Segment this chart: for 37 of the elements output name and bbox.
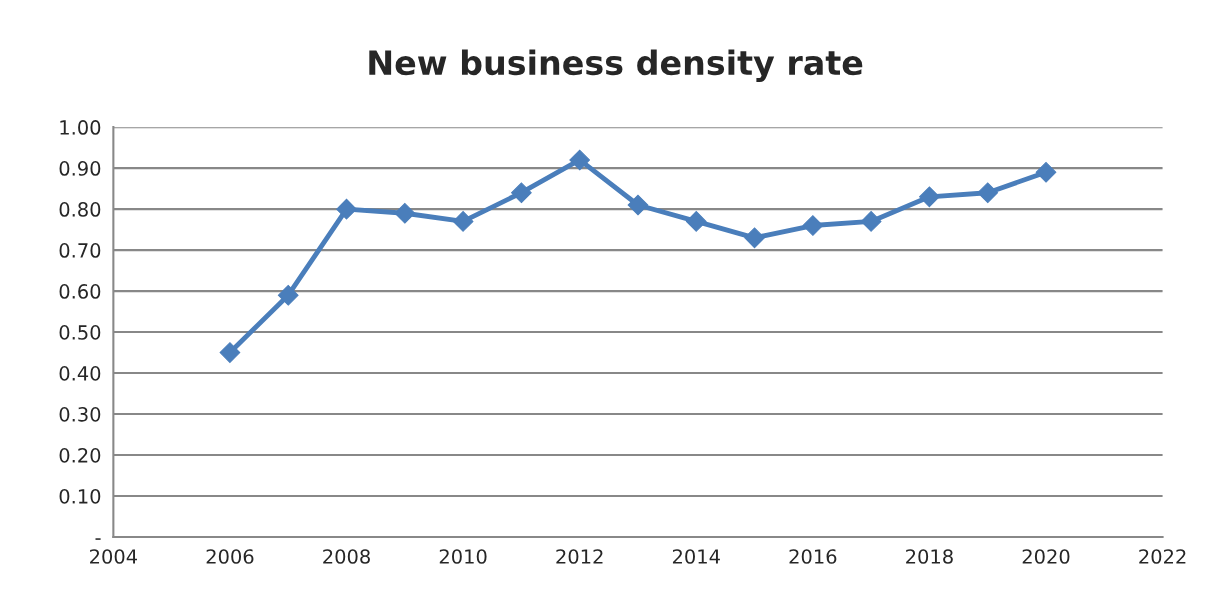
x-tick-label: 2012	[556, 549, 603, 564]
y-tick-label: -	[95, 538, 101, 540]
y-tick-label: 0.80	[59, 202, 101, 217]
x-tick-label: 2016	[789, 549, 837, 564]
point	[919, 186, 940, 208]
y-tick-label: 0.20	[59, 447, 101, 463]
point	[219, 342, 241, 363]
chart-title: New business density rate	[369, 49, 863, 82]
point	[277, 284, 299, 306]
x-tick-label: 2014	[672, 549, 720, 564]
point	[802, 215, 824, 236]
point	[685, 211, 707, 232]
y-tick-label: 0.90	[59, 161, 101, 176]
point	[744, 227, 765, 249]
y-tick-label: 0.30	[59, 407, 101, 422]
point	[336, 198, 357, 220]
point	[1035, 161, 1057, 183]
x-tick-label: 2022	[1139, 549, 1186, 564]
y-tick-label: 0.50	[59, 325, 101, 340]
x-tick-label: 2008	[323, 549, 370, 564]
x-tick-label: 2004	[90, 549, 138, 564]
point	[977, 182, 999, 204]
y-tick-label: 0.40	[59, 366, 101, 381]
x-tick-label: 2020	[1022, 549, 1070, 564]
point	[860, 211, 882, 232]
y-tick-label: 1.00	[60, 120, 101, 135]
point	[511, 182, 532, 204]
x-tick-label: 2006	[206, 549, 254, 564]
y-tick-label: 0.60	[59, 284, 101, 299]
y-tick-label: 0.10	[59, 488, 101, 504]
point	[627, 194, 649, 216]
point	[569, 149, 591, 171]
point	[452, 211, 474, 232]
y-tick-label: 0.70	[59, 243, 101, 258]
point	[394, 202, 416, 224]
x-tick-label: 2010	[439, 549, 487, 564]
x-tick-label: 2018	[906, 549, 953, 564]
